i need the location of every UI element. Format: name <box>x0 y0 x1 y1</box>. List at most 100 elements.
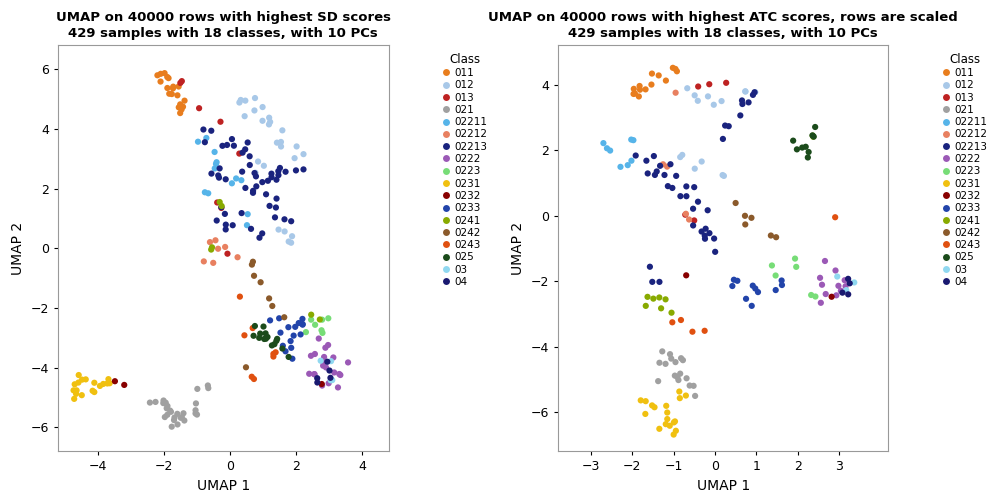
Point <box>170 103 186 111</box>
Point <box>237 145 253 153</box>
Point <box>661 422 677 430</box>
Point <box>172 414 188 422</box>
Point <box>646 152 662 160</box>
Point <box>261 120 277 129</box>
Point <box>644 70 660 78</box>
Point <box>245 187 261 195</box>
Point <box>209 158 225 166</box>
Point <box>666 418 682 426</box>
Point <box>233 176 249 184</box>
Point <box>187 409 204 417</box>
Point <box>244 373 260 381</box>
Point <box>297 328 313 336</box>
Point <box>160 74 176 82</box>
Point <box>702 229 718 237</box>
Point <box>738 88 754 96</box>
Point <box>805 133 822 141</box>
Point <box>176 97 193 105</box>
Point <box>686 216 703 224</box>
Point <box>286 154 302 162</box>
Point <box>725 282 741 290</box>
Point <box>235 149 251 157</box>
Point <box>330 384 346 392</box>
Point <box>659 415 675 423</box>
Point <box>228 174 244 182</box>
Point <box>290 319 306 327</box>
Point <box>651 293 667 301</box>
Point <box>257 329 273 337</box>
Point <box>264 302 280 310</box>
Point <box>728 199 744 207</box>
Point <box>276 227 292 235</box>
Point <box>664 318 680 326</box>
Point <box>268 176 284 184</box>
Point <box>715 135 731 143</box>
Point <box>774 281 790 289</box>
Legend: 011, 012, 013, 021, 02211, 02212, 02213, 0222, 0223, 0231, 0232, 0233, 0241, 024: 011, 012, 013, 021, 02211, 02212, 02213,… <box>941 51 989 289</box>
Point <box>245 258 261 266</box>
Point <box>219 141 235 149</box>
Point <box>314 382 331 390</box>
Point <box>681 382 698 390</box>
Point <box>176 416 193 424</box>
Point <box>745 91 761 99</box>
Point <box>175 103 192 111</box>
Point <box>201 384 217 392</box>
Point <box>282 337 298 345</box>
Point <box>831 282 847 290</box>
Point <box>340 358 356 366</box>
Point <box>238 363 254 371</box>
Point <box>234 209 250 217</box>
Point <box>706 101 722 109</box>
Point <box>152 70 168 78</box>
Point <box>215 142 231 150</box>
Point <box>246 375 262 383</box>
Point <box>246 332 262 340</box>
Point <box>785 137 801 145</box>
Point <box>647 171 663 179</box>
Point <box>677 392 694 400</box>
Point <box>638 397 654 405</box>
Point <box>306 370 323 378</box>
Point <box>242 152 258 160</box>
Point <box>156 69 172 77</box>
Point <box>646 403 662 411</box>
Y-axis label: UMAP 2: UMAP 2 <box>11 222 25 275</box>
Point <box>294 315 310 323</box>
Point <box>323 376 339 385</box>
Point <box>258 335 274 343</box>
Point <box>787 255 803 263</box>
Point <box>673 316 689 324</box>
Point <box>248 172 264 180</box>
Point <box>750 288 766 296</box>
Point <box>211 173 227 181</box>
Point <box>232 293 248 301</box>
Point <box>224 179 240 187</box>
Point <box>233 96 249 104</box>
Point <box>102 379 118 387</box>
Point <box>270 167 286 175</box>
Point <box>207 148 223 156</box>
Point <box>318 344 334 352</box>
Point <box>268 204 284 212</box>
Point <box>640 169 656 177</box>
Point <box>209 217 225 225</box>
Point <box>626 90 642 98</box>
Point <box>658 77 674 85</box>
Point <box>277 168 293 176</box>
Point <box>702 80 718 88</box>
Point <box>196 258 212 266</box>
Point <box>846 278 862 286</box>
Point <box>190 385 206 393</box>
Point <box>312 357 329 365</box>
Point <box>316 362 332 370</box>
Point <box>190 138 206 146</box>
Point <box>206 259 222 267</box>
Point <box>231 150 247 158</box>
Point <box>107 377 123 385</box>
Point <box>288 143 304 151</box>
Point <box>271 314 287 323</box>
Point <box>717 121 733 130</box>
Point <box>649 167 665 175</box>
Point <box>326 353 342 361</box>
